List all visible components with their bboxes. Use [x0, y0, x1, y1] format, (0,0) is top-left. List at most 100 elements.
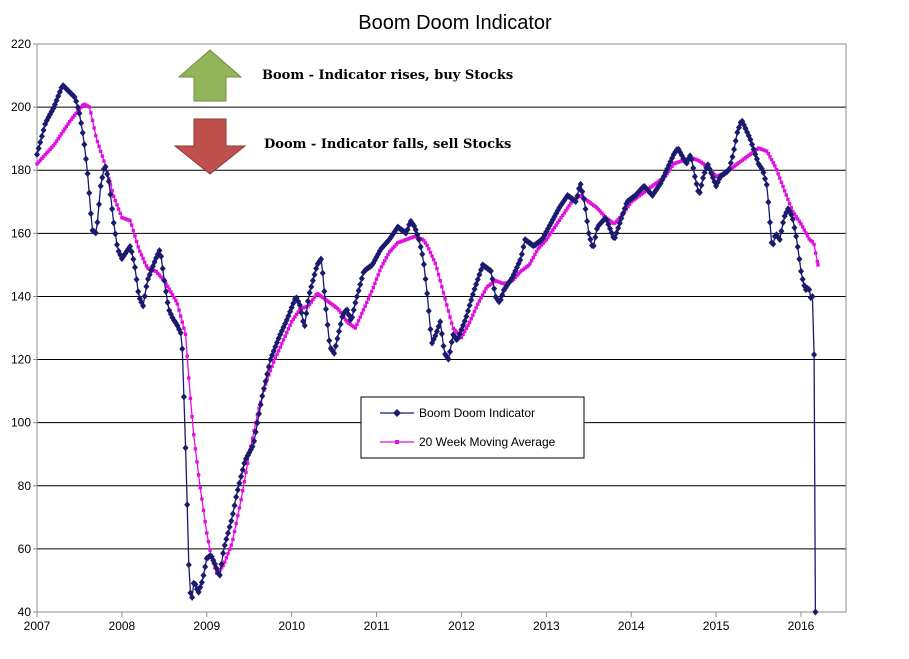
data-point — [469, 291, 476, 299]
data-point — [547, 233, 552, 237]
data-point — [262, 377, 269, 385]
data-point — [69, 117, 73, 122]
data-point — [202, 563, 209, 571]
data-point — [784, 193, 789, 197]
x-tick-label: 2010 — [278, 619, 305, 633]
data-point — [223, 560, 227, 564]
data-point — [587, 235, 594, 243]
data-point — [805, 234, 810, 238]
data-point — [584, 217, 591, 225]
data-point — [198, 578, 205, 586]
data-point — [107, 190, 114, 198]
data-point — [318, 255, 325, 263]
data-point — [760, 169, 767, 177]
data-point — [86, 189, 93, 197]
data-point — [326, 337, 333, 345]
data-point — [515, 273, 519, 278]
data-point — [517, 256, 524, 264]
data-point — [294, 312, 299, 317]
data-point — [45, 151, 49, 155]
data-point — [447, 348, 454, 356]
data-point — [304, 297, 311, 305]
data-point — [769, 158, 774, 162]
data-point — [554, 223, 558, 227]
data-point — [74, 111, 78, 115]
series-20-week-moving-average — [35, 102, 820, 575]
data-point — [172, 295, 176, 300]
data-point — [281, 338, 286, 342]
data-point — [159, 265, 166, 273]
data-point — [463, 312, 470, 320]
y-tick-label: 160 — [11, 226, 31, 240]
data-point — [467, 320, 472, 324]
data-point — [787, 201, 792, 206]
data-point — [366, 297, 371, 301]
data-point — [224, 556, 229, 560]
data-point — [569, 201, 573, 205]
data-point — [812, 608, 819, 616]
data-point — [538, 245, 542, 249]
data-point — [668, 167, 673, 171]
data-point — [141, 256, 145, 261]
data-point — [161, 277, 168, 285]
data-point — [311, 271, 318, 279]
data-point — [771, 161, 775, 165]
data-point — [319, 269, 326, 277]
data-point — [76, 109, 83, 117]
chart-title: Boom Doom Indicator — [358, 12, 552, 34]
data-point — [464, 307, 471, 315]
y-tick-label: 80 — [18, 479, 32, 493]
data-point — [115, 203, 119, 207]
data-point — [358, 274, 365, 282]
data-point — [422, 238, 426, 243]
data-point — [600, 211, 604, 215]
data-point — [518, 250, 525, 258]
data-point — [288, 323, 292, 328]
data-point — [476, 302, 480, 306]
x-tick-label: 2007 — [24, 619, 51, 633]
data-point — [613, 221, 617, 225]
data-point — [627, 202, 632, 206]
data-point — [64, 124, 69, 129]
data-point — [804, 231, 808, 235]
series-line — [36, 84, 817, 613]
data-point — [779, 180, 784, 185]
data-point — [337, 320, 344, 328]
data-point — [244, 470, 248, 475]
data-point — [175, 302, 180, 306]
data-point — [596, 207, 601, 212]
data-point — [239, 466, 246, 474]
data-point — [231, 501, 238, 509]
data-point — [791, 210, 795, 214]
data-point — [236, 479, 243, 487]
data-point — [487, 267, 494, 275]
data-point — [46, 149, 51, 153]
data-point — [72, 113, 77, 117]
data-point — [303, 309, 310, 317]
data-point — [233, 493, 240, 501]
data-point — [109, 205, 116, 213]
data-point — [546, 235, 550, 239]
doom-annotation: Doom - Indicator falls, sell Stocks — [173, 118, 511, 175]
data-point — [466, 301, 473, 309]
data-point — [251, 437, 258, 445]
data-point — [116, 207, 121, 211]
data-point — [138, 249, 142, 253]
data-point — [286, 327, 291, 331]
data-point — [324, 321, 331, 329]
data-point — [232, 529, 237, 534]
data-point — [185, 561, 192, 569]
data-point — [128, 248, 135, 256]
data-point — [420, 260, 427, 268]
data-point — [763, 181, 770, 189]
data-point — [693, 180, 700, 188]
data-point — [776, 236, 783, 244]
data-point — [144, 264, 149, 268]
data-point — [731, 145, 738, 153]
legend: Boom Doom Indicator 20 Week Moving Avera… — [360, 396, 585, 459]
data-point — [278, 345, 282, 349]
data-point — [306, 289, 313, 297]
data-point — [90, 118, 95, 123]
data-point — [438, 278, 442, 283]
data-point — [58, 134, 62, 138]
